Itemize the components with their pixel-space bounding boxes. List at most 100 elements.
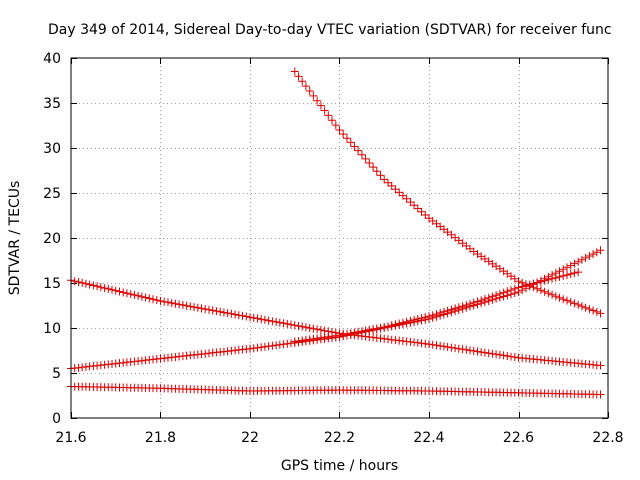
data-point xyxy=(548,290,557,299)
data-point xyxy=(219,308,228,317)
data-point xyxy=(354,146,363,155)
data-point xyxy=(398,191,407,200)
data-point xyxy=(462,345,471,354)
data-point xyxy=(328,116,336,125)
data-point xyxy=(425,312,433,321)
data-point xyxy=(96,283,105,292)
data-point xyxy=(339,130,348,139)
data-point xyxy=(249,313,258,322)
data-point xyxy=(197,304,206,313)
y-tick-labels: 0 5 10 15 20 25 30 35 40 xyxy=(43,51,61,427)
y-axis-label: SDTVAR / TECUs xyxy=(7,181,23,296)
data-point xyxy=(298,322,307,331)
data-point xyxy=(563,263,571,272)
data-point xyxy=(454,344,463,353)
data-point xyxy=(439,342,448,351)
data-point xyxy=(458,302,467,311)
data-point xyxy=(346,329,355,338)
data-point xyxy=(227,309,236,318)
data-point xyxy=(350,328,359,337)
data-point xyxy=(503,352,512,360)
data-point xyxy=(522,281,530,290)
data-point xyxy=(70,277,79,286)
data-point xyxy=(577,255,586,264)
data-point xyxy=(574,257,583,266)
data-point xyxy=(540,276,549,285)
data-point xyxy=(589,250,598,259)
data-point xyxy=(130,291,139,299)
data-point xyxy=(175,300,184,309)
data-point xyxy=(298,77,307,86)
data-point xyxy=(533,278,542,287)
data-point xyxy=(294,72,303,81)
data-point xyxy=(454,303,463,312)
data-point xyxy=(149,295,157,304)
data-point xyxy=(365,159,374,167)
plot-frame xyxy=(70,57,609,419)
data-point xyxy=(108,285,116,294)
data-point xyxy=(279,319,288,328)
data-point xyxy=(357,327,366,336)
data-point xyxy=(395,188,404,197)
data-point xyxy=(577,302,586,311)
data-point xyxy=(495,289,504,298)
y-tick-label: 35 xyxy=(43,96,61,112)
data-point xyxy=(499,351,508,360)
data-point xyxy=(328,332,336,341)
data-point xyxy=(182,301,191,310)
data-point xyxy=(335,126,344,134)
data-point xyxy=(596,361,605,370)
data-point xyxy=(484,349,493,358)
data-point xyxy=(406,198,415,207)
data-series xyxy=(67,67,605,399)
data-point xyxy=(439,307,448,316)
y-tick-label: 0 xyxy=(52,411,61,427)
data-point xyxy=(492,291,501,300)
data-point xyxy=(238,311,247,320)
data-point xyxy=(156,297,165,305)
data-point xyxy=(205,305,213,314)
data-point xyxy=(89,281,98,290)
data-point xyxy=(447,305,456,314)
data-point xyxy=(413,315,422,323)
x-tick-label: 22 xyxy=(241,430,259,446)
y-tick-label: 15 xyxy=(43,276,61,292)
data-point xyxy=(320,106,329,115)
data-point xyxy=(384,178,392,187)
data-point xyxy=(104,284,113,293)
data-point xyxy=(231,310,240,319)
data-point xyxy=(421,211,430,219)
data-point xyxy=(160,297,169,306)
data-point xyxy=(570,259,579,268)
data-point xyxy=(488,292,497,301)
chart-title: Day 349 of 2014, Sidereal Day-to-day VTE… xyxy=(48,22,612,38)
data-point xyxy=(514,283,523,292)
data-point xyxy=(592,248,601,257)
data-point xyxy=(380,323,389,332)
y-tick-label: 30 xyxy=(43,141,61,157)
data-point xyxy=(443,343,452,351)
data-point xyxy=(540,287,549,296)
x-tick-label: 22.8 xyxy=(592,430,623,446)
data-point xyxy=(309,91,318,100)
data-point xyxy=(313,325,322,334)
data-point xyxy=(384,322,392,331)
data-point xyxy=(216,307,225,316)
data-point xyxy=(376,323,385,332)
data-point xyxy=(555,272,564,281)
series-increasing-b xyxy=(290,268,583,346)
data-point xyxy=(298,336,307,345)
data-point xyxy=(81,279,90,288)
data-point xyxy=(402,194,411,203)
data-point xyxy=(260,315,269,324)
data-point xyxy=(425,340,433,349)
data-point xyxy=(417,207,426,216)
data-point xyxy=(574,268,583,277)
data-point xyxy=(193,303,202,312)
data-point xyxy=(376,171,385,180)
data-point xyxy=(428,311,437,320)
data-point xyxy=(201,305,210,314)
data-point xyxy=(287,320,295,329)
series-steep-decreasing xyxy=(290,67,605,318)
data-point xyxy=(167,299,176,307)
